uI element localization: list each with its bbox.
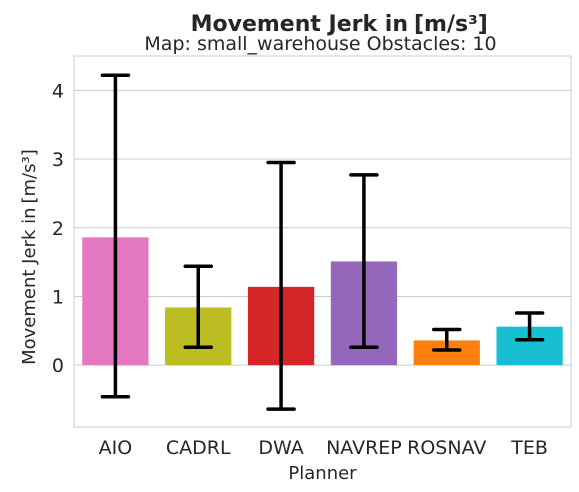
y-tick-label-0: 0 — [52, 355, 64, 377]
y-tick-label-2: 2 — [52, 218, 64, 240]
y-tick-labels: 0 1 2 3 4 — [52, 80, 64, 377]
x-tick-labels: AIO CADRL DWA NAVREP ROSNAV TEB — [99, 437, 548, 459]
error-bar-teb — [514, 311, 545, 342]
y-axis-label-unit: [m/s³] — [19, 149, 40, 203]
gridlines — [74, 89, 571, 366]
x-tick-label-dwa: DWA — [258, 437, 303, 459]
error-bars — [100, 73, 545, 411]
error-bar-aio — [100, 73, 131, 399]
chart-subtitle: Map: small_warehouse Obstacles: 10 — [144, 33, 496, 55]
error-bar-navrep — [349, 173, 379, 350]
chart-title-text: Movement Jerk in — [191, 12, 408, 37]
x-tick-label-navrep: NAVREP — [326, 437, 402, 459]
x-tick-label-cadrl: CADRL — [166, 437, 231, 459]
y-tick-label-3: 3 — [52, 149, 64, 171]
error-bar-cadrl — [183, 264, 213, 350]
x-axis-label: Planner — [288, 463, 357, 484]
x-tick-label-rosnav: ROSNAV — [407, 437, 486, 459]
x-tick-label-aio: AIO — [99, 437, 133, 459]
y-tick-label-4: 4 — [52, 80, 64, 102]
error-bar-dwa — [266, 160, 296, 411]
y-axis-label: Movement Jerk in [m/s³] — [19, 149, 40, 365]
chart-title-unit: [m/s³] — [414, 12, 488, 37]
x-tick-label-teb: TEB — [510, 437, 548, 459]
y-axis-label-text: Movement Jerk in — [19, 208, 40, 365]
chart-title: Movement Jerk in [m/s³] — [191, 12, 488, 37]
error-bar-rosnav — [432, 327, 462, 352]
y-tick-label-1: 1 — [52, 286, 64, 308]
